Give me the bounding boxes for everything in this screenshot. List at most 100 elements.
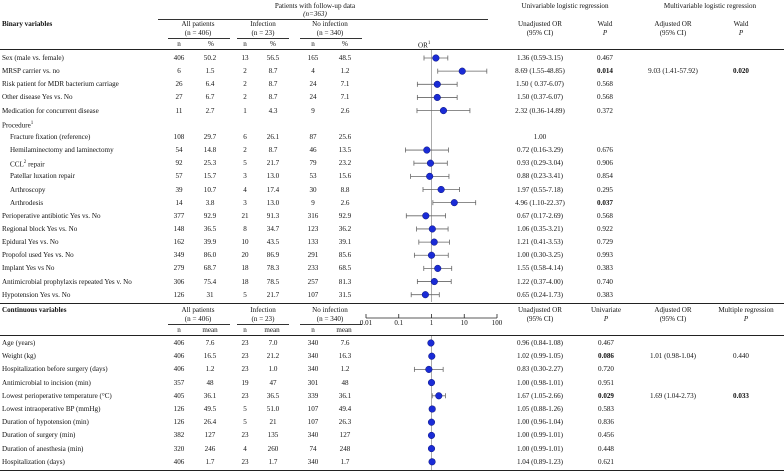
- continuous-cell-n-inf: 19: [241, 378, 249, 387]
- group-header-multivariable: Multivariable logistic regression: [663, 2, 757, 10]
- binary-cell-pct-noinf: 2.6: [340, 198, 350, 207]
- bin-col-inf-n: (n = 23): [251, 29, 275, 37]
- binary-cell-wald-p: 0.729: [597, 238, 613, 247]
- continuous-cell-n-noinf: 340: [307, 339, 319, 347]
- continuous-section-title: Continuous variables: [2, 306, 67, 314]
- continuous-cell-p: 0.951: [598, 378, 614, 387]
- bin-wald2-p: P: [738, 29, 744, 37]
- continuous-cell-p: 0.448: [598, 444, 614, 453]
- binary-cell-wald-p: 0.383: [597, 290, 613, 299]
- binary-cell-n-all: 26: [175, 80, 183, 89]
- continuous-cell-mean-noinf: 248: [339, 444, 351, 453]
- continuous-cell-n-noinf: 107: [307, 405, 319, 413]
- bin-wald2: Wald: [733, 20, 749, 28]
- binary-cell-n-all: 54: [175, 146, 183, 155]
- continuous-row-label: Duration of surgery (min): [2, 431, 76, 440]
- binary-cell-n-noinf: 133: [307, 238, 319, 247]
- binary-cell-pct-inf: 26.1: [266, 132, 280, 141]
- binary-cell-n-noinf: 4: [311, 67, 315, 76]
- binary-cell-wald-p: 0.568: [597, 93, 613, 102]
- continuous-cell-n-all: 126: [173, 418, 185, 427]
- binary-row-label: Propofol used Yes vs. No: [2, 251, 74, 260]
- binary-cell-n-inf: 1: [243, 106, 247, 115]
- binary-cell-n-inf: 5: [243, 290, 247, 299]
- continuous-cell-n-inf: 5: [243, 418, 247, 427]
- binary-cell-n-all: 406: [173, 54, 185, 62]
- binary-or-point: [426, 159, 435, 167]
- continuous-cell-n-noinf: 340: [307, 431, 319, 440]
- cont-univariate-p: P: [603, 315, 609, 323]
- binary-cell-n-noinf: 24: [309, 93, 317, 102]
- binary-cell-n-inf: 21: [241, 211, 249, 220]
- continuous-cell-n-all: 357: [173, 378, 185, 387]
- binary-cell-wald-p: 0.568: [597, 80, 613, 89]
- binary-cell-n-all: 148: [173, 224, 185, 233]
- continuous-cell-adj-or: 1.69 (1.04-2.73): [649, 391, 697, 400]
- binary-or-point: [432, 54, 440, 62]
- binary-cell-or: 1.22 (0.37-4.00): [516, 277, 564, 286]
- bin-adj-ci: (95% CI): [659, 29, 687, 37]
- cont-col-noinf: No infection: [312, 306, 348, 314]
- cont-sub-mean-inf: mean: [264, 326, 280, 334]
- binary-cell-pct-all: 25.3: [203, 159, 217, 168]
- binary-cell-pct-all: 39.9: [203, 238, 217, 247]
- bin-sub-pct-all: %: [208, 40, 214, 48]
- continuous-cell-mean-all: 49.5: [203, 405, 217, 413]
- continuous-cell-n-all: 406: [173, 352, 185, 361]
- bin-col-all-n: (n = 406): [184, 29, 212, 37]
- binary-cell-pct-noinf: 39.1: [338, 238, 352, 247]
- cont-unadj-ci: (95% CI): [526, 315, 554, 323]
- binary-cell-n-inf: 8: [243, 224, 247, 233]
- binary-cell-n-noinf: 53: [309, 172, 317, 181]
- binary-cell-pct-noinf: 92.9: [338, 211, 352, 220]
- continuous-cell-adj-p: 0.440: [733, 352, 749, 361]
- continuous-cell-mean-all: 1.2: [205, 365, 215, 374]
- binary-cell-n-noinf: 9: [311, 198, 315, 207]
- binary-cell-pct-all: 75.4: [203, 277, 217, 286]
- continuous-cell-n-noinf: 301: [307, 378, 319, 387]
- cont-multiple-regression-p: P: [743, 315, 749, 323]
- binary-cell-or: 0.93 (0.29-3.04): [516, 159, 564, 168]
- binary-cell-pct-all: 92.9: [203, 211, 217, 220]
- binary-cell-n-inf: 2: [243, 146, 247, 155]
- or-axis-tick-label: 1: [430, 319, 434, 327]
- cont-sub-n-noinf: n: [311, 326, 315, 334]
- binary-cell-n-all: 108: [173, 132, 185, 141]
- binary-cell-n-noinf: 9: [311, 106, 315, 115]
- continuous-cell-n-all: 406: [173, 339, 185, 347]
- continuous-or-point: [435, 392, 443, 400]
- continuous-cell-mean-all: 246: [204, 444, 216, 453]
- binary-cell-pct-inf: 8.7: [268, 67, 278, 76]
- continuous-cell-n-noinf: 340: [307, 352, 319, 361]
- continuous-cell-n-all: 406: [173, 365, 185, 374]
- binary-cell-adj-p: 0.020: [733, 67, 749, 76]
- continuous-cell-n-inf: 23: [241, 365, 249, 374]
- binary-cell-n-all: 92: [175, 159, 183, 168]
- continuous-cell-mean-noinf: 49.4: [338, 405, 352, 413]
- continuous-cell-or: 0.96 (0.84-1.08): [516, 339, 564, 347]
- cont-multiple-regression: Multiple regression: [718, 306, 774, 314]
- continuous-cell-mean-inf: 1.0: [268, 365, 278, 374]
- continuous-cell-mean-all: 1.7: [205, 457, 215, 466]
- bin-col-all: All patients: [181, 20, 215, 28]
- continuous-cell-n-inf: 23: [241, 457, 249, 466]
- continuous-cell-n-all: 406: [173, 457, 185, 466]
- continuous-cell-p: 0.086: [598, 352, 614, 361]
- binary-cell-pct-all: 6.7: [205, 93, 215, 102]
- continuous-cell-or: 1.05 (0.88-1.26): [516, 405, 564, 413]
- continuous-or-point: [427, 379, 436, 387]
- cont-adj-or: Adjusted OR: [654, 306, 692, 314]
- binary-cell-n-inf: 3: [243, 198, 247, 207]
- binary-cell-n-noinf: 123: [307, 224, 319, 233]
- cont-col-inf: Infection: [250, 306, 276, 314]
- binary-cell-n-all: 6: [177, 67, 181, 76]
- binary-cell-n-inf: 13: [241, 54, 249, 62]
- bin-col-inf: Infection: [250, 20, 276, 28]
- binary-cell-pct-all: 6.4: [205, 80, 215, 89]
- group-header-univariable: Univariable logistic regression: [521, 2, 609, 10]
- binary-cell-pct-noinf: 25.6: [338, 132, 352, 141]
- binary-cell-pct-all: 1.5: [205, 67, 215, 76]
- binary-cell-n-noinf: 87: [309, 132, 317, 141]
- binary-cell-adj-or: 9.03 (1.41-57.92): [648, 67, 698, 76]
